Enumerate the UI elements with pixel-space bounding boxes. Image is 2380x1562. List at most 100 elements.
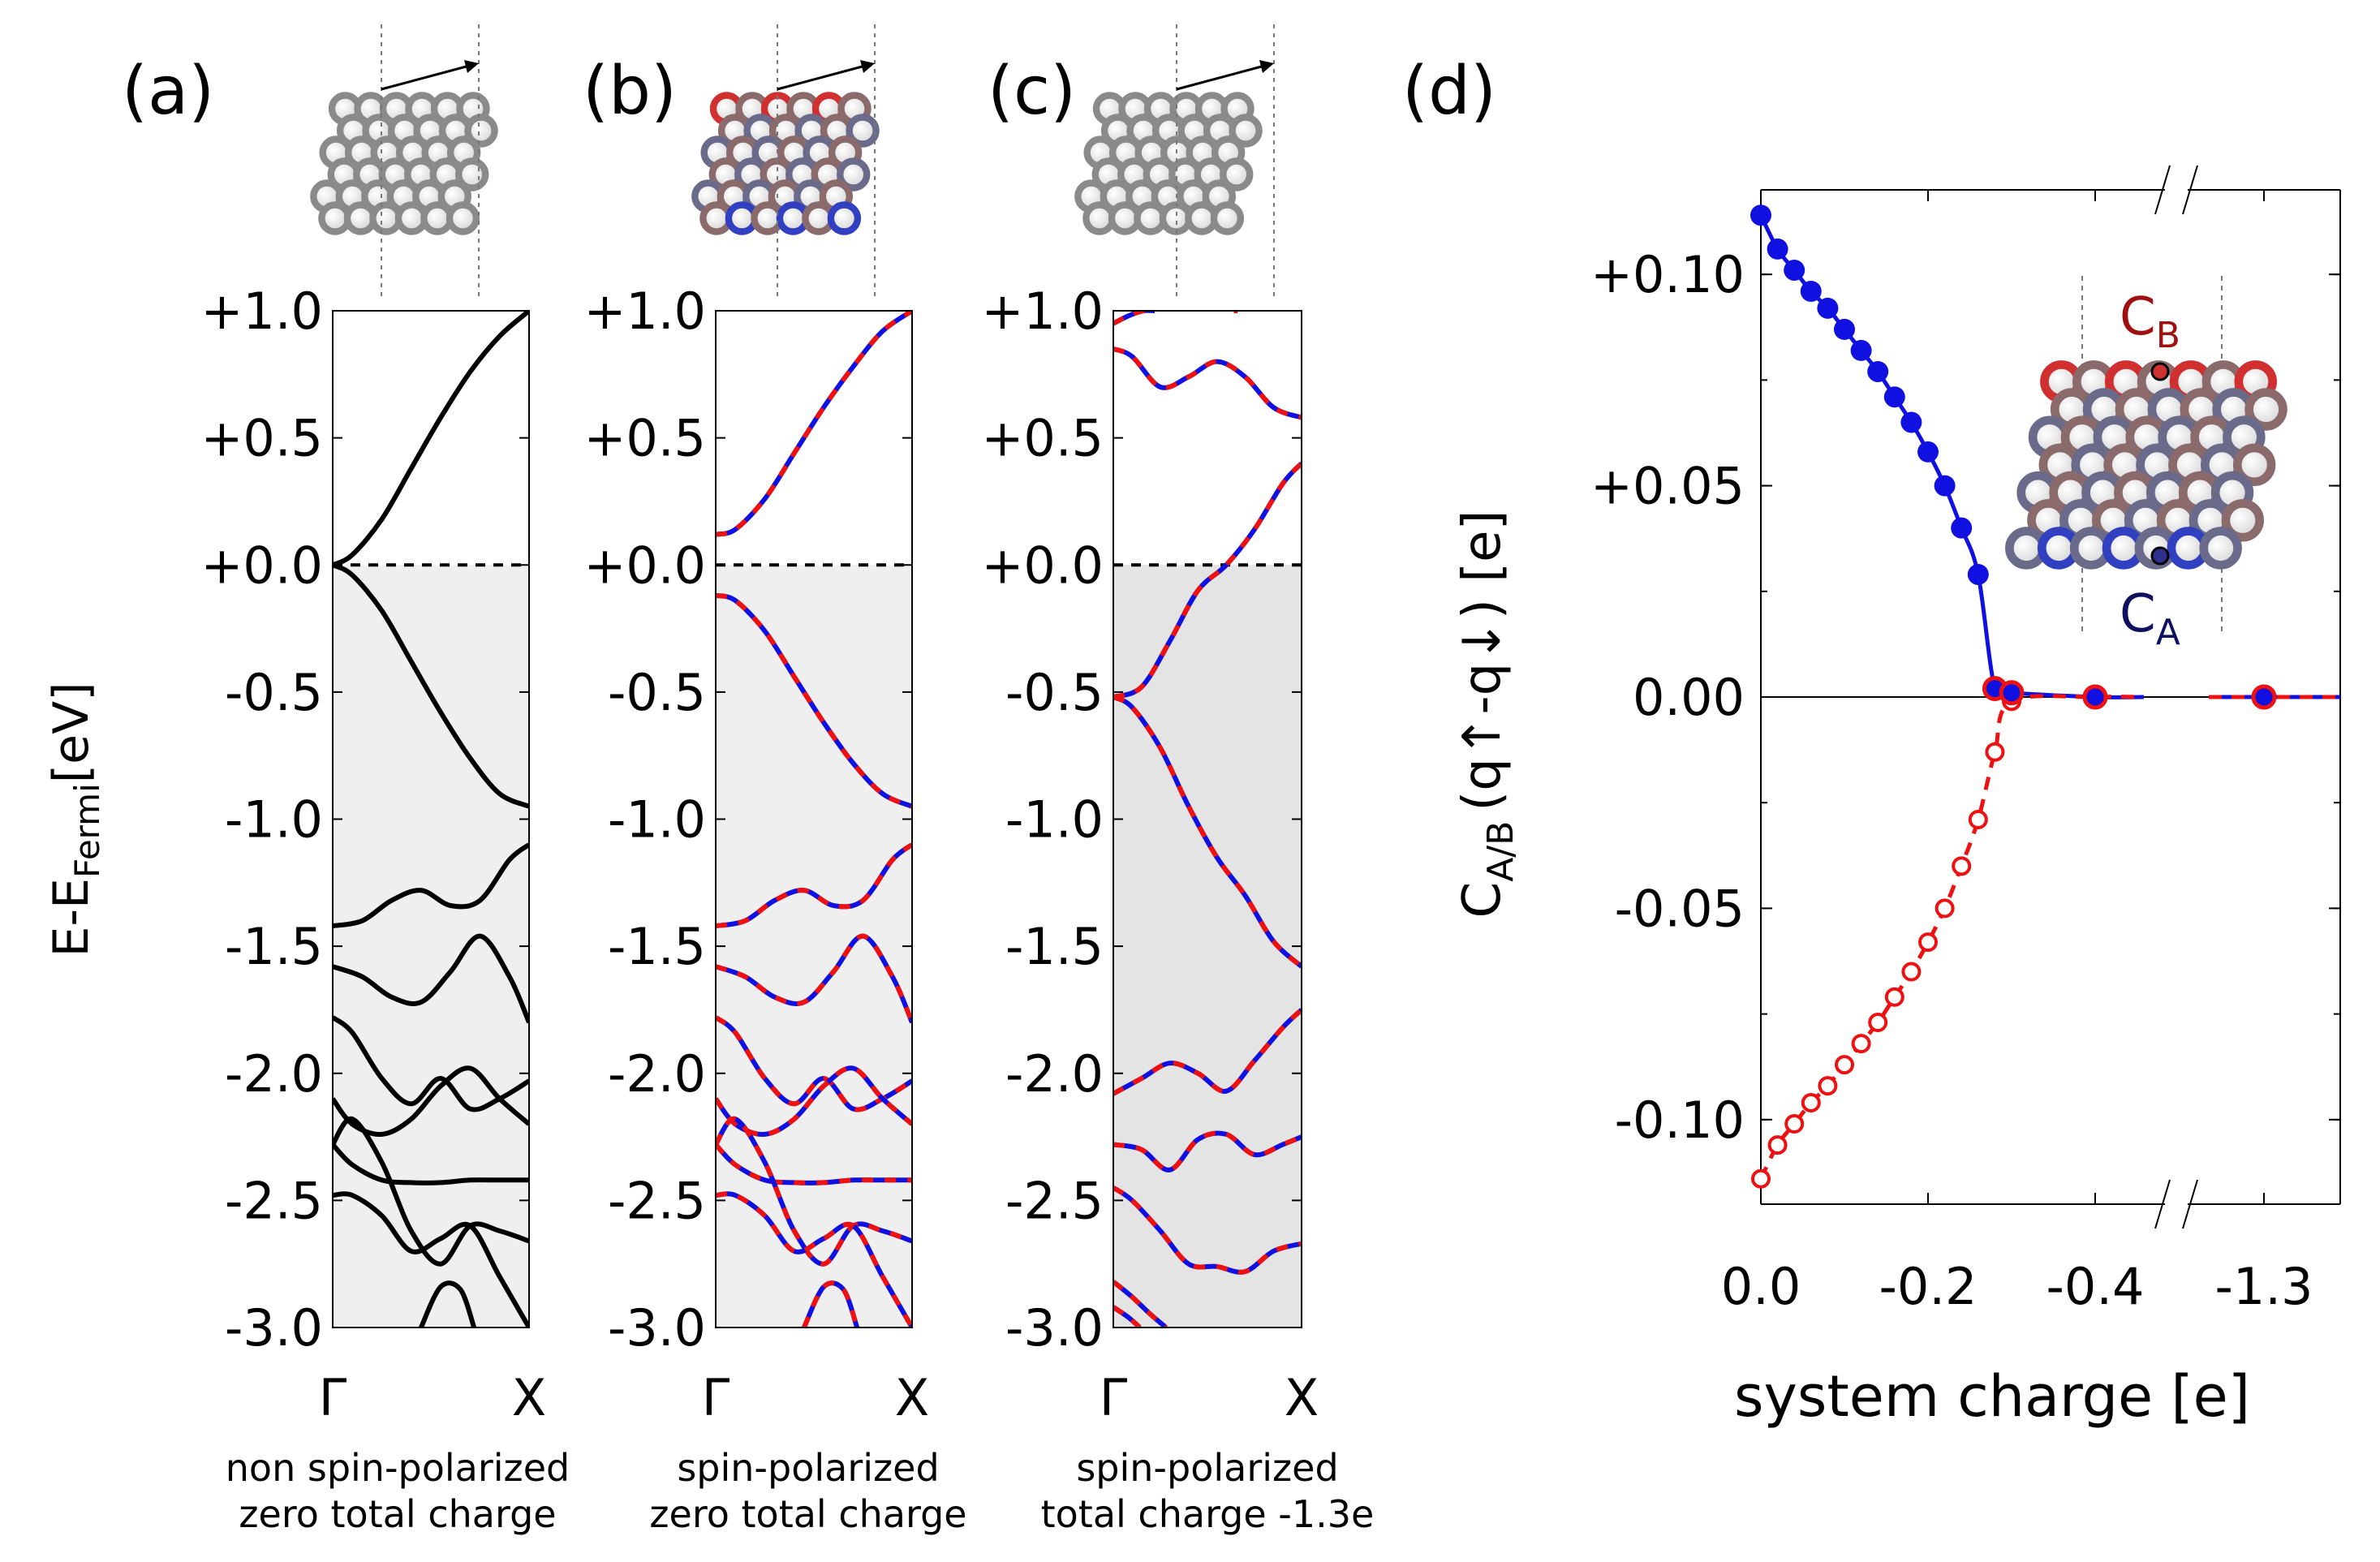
y-tick-label: -2.0 <box>608 1044 706 1104</box>
axis-break-mark <box>2154 165 2171 215</box>
x-tick-label: -1.3 <box>2215 1257 2313 1316</box>
data-point <box>1801 1093 1821 1112</box>
data-point <box>1835 1055 1854 1075</box>
y-tick-label: +0.0 <box>583 536 706 595</box>
x-tick-label: 0.0 <box>1721 1257 1801 1316</box>
band-spin-up <box>802 1280 860 1327</box>
label-ca: CA <box>2120 584 2180 653</box>
data-point <box>1934 475 1956 497</box>
occupied-region <box>333 565 529 1327</box>
band-spin-up <box>1113 1305 1142 1327</box>
x-tick-label: -0.4 <box>2046 1257 2145 1316</box>
band-spin-up <box>716 1142 912 1185</box>
band-spin-up <box>716 1065 912 1137</box>
label-cb: CB <box>2120 287 2180 356</box>
y-tick-label: +0.0 <box>981 536 1104 595</box>
band-spin-up <box>716 933 912 1024</box>
data-point <box>1900 411 1922 433</box>
band-spin-up <box>1113 346 1302 420</box>
band-line <box>333 1191 529 1327</box>
data-point <box>1784 1114 1805 1134</box>
band-line <box>333 311 529 568</box>
atom-ring <box>445 201 480 235</box>
structure-thumbnail-c <box>1074 24 1275 300</box>
data-point <box>1767 238 1788 260</box>
y-tick-label: -3.0 <box>1005 1298 1104 1358</box>
data-point <box>1918 932 1938 953</box>
y-tick-labels-d: +0.10 +0.05 0.00 -0.05 -0.10 <box>1590 245 1745 1150</box>
y-tick-label: -2.5 <box>225 1171 323 1230</box>
band-spin-up <box>1113 311 1155 326</box>
data-point <box>1884 987 1904 1007</box>
band-spin-up <box>716 311 912 537</box>
axis-break-mark <box>2182 1179 2198 1229</box>
d-ylabel: CA/B(q↑-q↓) [e] <box>1453 510 1521 919</box>
y-tick-label: +1.0 <box>200 282 323 341</box>
x-tick-x-c: X <box>1285 1368 1319 1427</box>
y-tick-label: -1.5 <box>225 917 323 976</box>
band-line <box>333 933 529 1024</box>
band-panel-a <box>332 310 530 1328</box>
x-tick-gamma-a: Γ <box>319 1368 347 1427</box>
data-point <box>1751 1168 1771 1189</box>
band-spin-up <box>1113 695 1302 969</box>
atom-cb-marker <box>2150 362 2170 381</box>
band-spin-up <box>1113 461 1302 700</box>
data-point <box>1868 1013 1888 1033</box>
band-line <box>419 1280 477 1327</box>
panel-label-d: (d) <box>1402 53 1496 130</box>
data-point <box>1850 339 1872 361</box>
band-spin-up <box>716 1015 912 1112</box>
data-point <box>1883 386 1905 408</box>
band-line <box>333 562 529 809</box>
data-point <box>1917 441 1939 463</box>
caption-b-line1: spin-polarized <box>677 1446 939 1490</box>
y-tick-label: -2.5 <box>1005 1171 1104 1230</box>
panel-label-a: (a) <box>122 53 214 130</box>
y-tick-label: -2.0 <box>1005 1044 1104 1104</box>
y-tick-label: +0.5 <box>200 409 323 468</box>
y-tick-label: +0.05 <box>1590 457 1745 516</box>
band-lines <box>1113 311 1302 1327</box>
y-tick-label: 0.00 <box>1633 668 1745 727</box>
y-tick-labels-c: +1.0 +0.5 +0.0 -0.5 -1.0 -1.5 -2.0 -2.5 … <box>981 282 1104 1358</box>
data-point <box>1935 898 1955 919</box>
structure-thumbnail-a <box>310 24 498 300</box>
y-tick-label: -1.5 <box>608 917 706 976</box>
atom-ring <box>2244 388 2287 431</box>
y-tick-label: -2.0 <box>225 1044 323 1104</box>
y-tick-label: -0.5 <box>608 663 706 722</box>
lattice-vector-arrowhead <box>464 60 479 73</box>
y-tick-label: -1.0 <box>1005 790 1104 850</box>
series-cb <box>1751 687 2340 1189</box>
atom-ring <box>1229 114 1263 148</box>
band-panel-c <box>1113 310 1302 1328</box>
panel-label-b: (b) <box>583 53 677 130</box>
band-panel-b <box>715 310 913 1328</box>
data-point <box>1967 563 1989 585</box>
band-spin-up <box>1113 1185 1302 1275</box>
band-lines <box>333 311 529 1327</box>
y-tick-label: +0.10 <box>1590 245 1745 304</box>
band-spin-up <box>1113 1280 1168 1327</box>
band-spin-down <box>716 311 912 537</box>
data-point <box>1800 281 1822 302</box>
y-tick-label: -0.5 <box>225 663 323 722</box>
band-spin-up <box>716 1191 912 1327</box>
axis-break-mark <box>2182 165 2198 215</box>
y-tick-label: -1.0 <box>608 790 706 850</box>
atom-ring <box>846 114 880 148</box>
atom-ring <box>2199 527 2242 570</box>
x-tick-x-b: X <box>895 1368 929 1427</box>
data-point-overlap <box>2082 684 2108 710</box>
spin-charge-panel-d <box>1750 165 2341 1229</box>
y-tick-label: -0.5 <box>1005 663 1104 722</box>
y-tick-label: -1.5 <box>1005 917 1104 976</box>
y-tick-label: -0.10 <box>1615 1091 1745 1150</box>
data-point <box>1901 962 1922 982</box>
data-point <box>1784 259 1805 281</box>
data-point <box>1867 360 1889 382</box>
data-point <box>1817 297 1839 319</box>
band-line <box>333 1065 529 1137</box>
band-spin-up <box>716 592 912 809</box>
